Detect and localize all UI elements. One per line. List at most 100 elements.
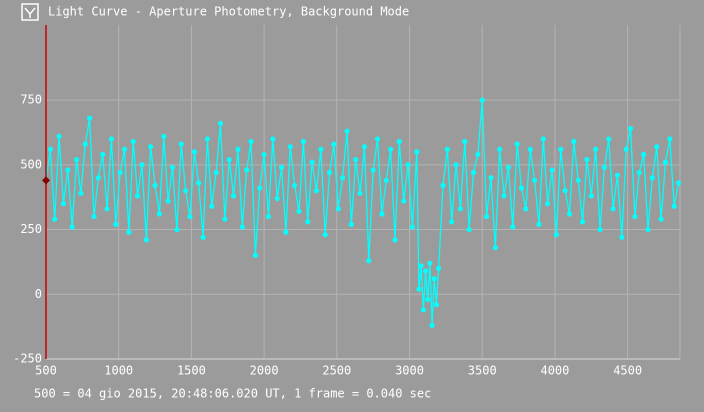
data-point: [488, 175, 494, 181]
data-point: [108, 136, 115, 142]
data-point: [510, 224, 516, 230]
data-point: [130, 138, 136, 145]
data-point: [579, 219, 586, 225]
data-point: [331, 141, 337, 147]
x-tick-label: 1000: [104, 364, 133, 378]
data-point: [401, 198, 407, 204]
data-point: [100, 151, 106, 158]
data-point: [56, 133, 62, 139]
data-point: [270, 136, 276, 142]
data-point: [558, 146, 564, 152]
data-point: [335, 206, 341, 212]
data-point: [305, 219, 311, 225]
data-point: [610, 206, 616, 212]
data-point: [649, 175, 655, 181]
data-point: [226, 157, 232, 163]
data-point: [433, 302, 440, 308]
data-point: [47, 146, 53, 152]
data-point: [230, 193, 237, 199]
data-point: [420, 307, 426, 313]
footer-text: 500 = 04 gio 2015, 20:48:06.020 UT, 1 fr…: [34, 387, 431, 401]
data-point: [182, 188, 189, 194]
data-point: [470, 169, 477, 176]
data-point: [414, 149, 420, 155]
data-point: [671, 203, 677, 209]
data-point: [667, 136, 673, 142]
data-point: [165, 198, 171, 204]
data-point: [187, 213, 193, 220]
data-point: [135, 193, 141, 199]
data-point: [78, 190, 84, 196]
data-point: [531, 177, 538, 183]
data-point: [370, 167, 376, 173]
data-point: [588, 193, 594, 199]
data-point: [527, 146, 533, 152]
data-point: [261, 151, 267, 158]
data-point: [244, 167, 250, 173]
chart-title: Light Curve - Aperture Photometry, Backg…: [48, 5, 409, 19]
window-icon: [21, 3, 39, 21]
data-point: [523, 206, 529, 212]
data-point: [278, 164, 285, 171]
data-point: [392, 237, 398, 243]
data-point: [427, 260, 433, 266]
data-point: [156, 211, 163, 217]
data-point: [248, 138, 254, 145]
data-point: [161, 133, 167, 139]
data-point: [117, 169, 123, 176]
data-point: [209, 203, 215, 209]
data-point: [344, 128, 350, 134]
data-point: [431, 276, 437, 282]
data-point: [91, 213, 97, 220]
data-point: [169, 164, 176, 171]
data-point: [348, 221, 354, 227]
data-point: [113, 221, 119, 227]
data-point: [82, 141, 88, 147]
data-point: [514, 141, 520, 147]
y-tick-label: 250: [20, 222, 42, 236]
data-point: [87, 115, 93, 121]
data-point: [449, 219, 455, 225]
data-point: [440, 182, 446, 189]
x-tick-label: 4000: [540, 364, 569, 378]
data-point: [429, 322, 435, 328]
data-point: [675, 180, 682, 186]
data-point: [645, 226, 651, 233]
data-point: [562, 188, 568, 194]
data-point: [636, 169, 642, 176]
data-point: [453, 162, 459, 168]
data-point: [571, 138, 577, 145]
x-tick-label: 4500: [613, 364, 642, 378]
data-point: [623, 146, 629, 152]
data-point: [239, 224, 245, 230]
data-point: [654, 144, 660, 150]
data-point: [340, 175, 346, 181]
data-point: [174, 226, 180, 233]
data-point: [658, 216, 664, 222]
data-point: [418, 263, 424, 269]
data-point: [143, 237, 149, 243]
data-point: [545, 201, 551, 207]
data-point: [501, 193, 507, 199]
data-point: [662, 159, 669, 165]
data-point: [584, 157, 590, 163]
data-point: [265, 213, 272, 220]
x-tick-label: 1500: [177, 364, 206, 378]
data-point: [388, 146, 394, 152]
data-point: [313, 188, 320, 194]
y-tick-label: 750: [20, 93, 42, 107]
data-point: [95, 175, 101, 181]
x-tick-label: 2000: [250, 364, 279, 378]
y-tick-label: 500: [20, 157, 42, 171]
data-point: [309, 159, 315, 165]
data-point: [213, 169, 219, 176]
data-point: [318, 146, 324, 152]
data-point: [641, 151, 647, 158]
data-point: [627, 125, 634, 132]
data-point: [300, 138, 306, 145]
x-tick-label: 500: [35, 364, 57, 378]
x-tick-label: 3500: [468, 364, 497, 378]
data-point: [178, 141, 184, 147]
data-point: [60, 201, 67, 207]
data-point: [52, 216, 58, 222]
